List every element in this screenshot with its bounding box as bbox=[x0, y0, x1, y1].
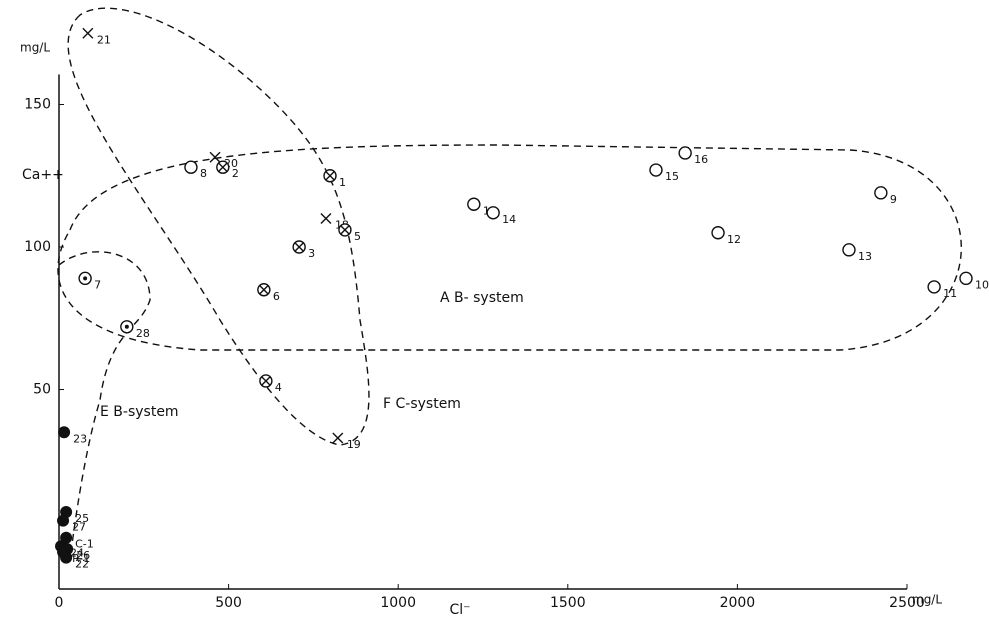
point-label: 24 bbox=[70, 546, 84, 559]
point-label: 12 bbox=[727, 233, 741, 246]
m bbox=[261, 376, 271, 386]
point-label: 9 bbox=[890, 193, 897, 206]
point bbox=[959, 271, 973, 286]
m bbox=[959, 271, 973, 286]
m bbox=[486, 206, 500, 220]
m bbox=[294, 242, 304, 252]
m bbox=[184, 160, 198, 174]
m bbox=[259, 285, 269, 295]
annotation: A B- system bbox=[440, 290, 524, 306]
m bbox=[874, 186, 888, 200]
m bbox=[58, 426, 71, 439]
point bbox=[320, 213, 332, 224]
point bbox=[323, 169, 337, 183]
point-label: 25 bbox=[75, 512, 89, 525]
point bbox=[711, 226, 725, 240]
point bbox=[338, 223, 352, 237]
point-label: 26 bbox=[76, 549, 90, 562]
point bbox=[216, 160, 230, 174]
m bbox=[927, 280, 941, 294]
annotation: F C-system bbox=[383, 396, 461, 412]
point bbox=[57, 514, 70, 527]
point-label: 6 bbox=[273, 290, 280, 303]
m bbox=[711, 226, 725, 240]
point bbox=[257, 283, 271, 297]
point-label: 7 bbox=[94, 278, 101, 291]
point bbox=[78, 271, 92, 286]
point bbox=[259, 374, 273, 388]
point-label: 11 bbox=[943, 287, 957, 300]
point-label: 23 bbox=[73, 432, 87, 445]
point-label: 21 bbox=[97, 33, 111, 46]
point-label: 15 bbox=[665, 170, 679, 183]
x-tick-label: 2000 bbox=[720, 595, 756, 611]
m bbox=[82, 27, 94, 39]
point-label: 13 bbox=[858, 250, 872, 263]
m bbox=[649, 163, 663, 177]
point-label: 4 bbox=[275, 381, 282, 394]
point bbox=[82, 27, 94, 39]
point-label: R-1 bbox=[72, 552, 90, 565]
x-tick-label: 1000 bbox=[380, 595, 416, 611]
point-label: 19 bbox=[347, 438, 361, 451]
point bbox=[874, 186, 888, 200]
y-unit: mg/L bbox=[20, 41, 50, 55]
point bbox=[292, 240, 306, 254]
point-label: 28 bbox=[136, 327, 150, 340]
point-label: 5 bbox=[354, 230, 361, 243]
point bbox=[209, 151, 221, 163]
y-tick-label: 100 bbox=[24, 239, 51, 255]
point bbox=[842, 243, 856, 257]
point-label: 16 bbox=[694, 153, 708, 166]
x-unit: mg/L bbox=[912, 593, 942, 607]
m bbox=[57, 514, 70, 527]
m bbox=[218, 162, 228, 172]
m bbox=[124, 324, 129, 329]
point bbox=[467, 197, 481, 211]
point-label: 2 bbox=[232, 167, 239, 180]
x-tick-label: 2500 bbox=[889, 595, 925, 611]
point-label: 1 bbox=[339, 176, 346, 189]
point-label: 14 bbox=[502, 213, 516, 226]
annotation: E B-system bbox=[100, 404, 179, 420]
point-label: 8 bbox=[200, 167, 207, 180]
x-tick-label: 500 bbox=[215, 595, 242, 611]
point bbox=[332, 432, 344, 444]
m bbox=[209, 151, 221, 163]
point-label: 3 bbox=[308, 247, 315, 260]
y-tick-label: 50 bbox=[33, 382, 51, 398]
enclosure-fc bbox=[67, 7, 370, 446]
point bbox=[58, 426, 71, 439]
m bbox=[83, 276, 88, 281]
m bbox=[678, 146, 692, 160]
point-label: 22 bbox=[75, 558, 89, 571]
m bbox=[325, 171, 335, 181]
point bbox=[60, 551, 73, 564]
point bbox=[184, 160, 198, 174]
point-label: C-1 bbox=[75, 538, 94, 551]
x-tick-label: 0 bbox=[55, 595, 64, 611]
point bbox=[649, 163, 663, 177]
x-tick-label: 1500 bbox=[550, 595, 586, 611]
m bbox=[60, 551, 73, 564]
point bbox=[678, 146, 692, 160]
point-label: 27 bbox=[72, 521, 86, 534]
enclosure-ab bbox=[57, 144, 962, 351]
m bbox=[332, 432, 344, 444]
point bbox=[927, 280, 941, 294]
y-label: Ca++ bbox=[22, 167, 64, 183]
y-tick-label: 150 bbox=[24, 97, 51, 113]
point-label: 10 bbox=[975, 278, 989, 291]
m bbox=[340, 225, 350, 235]
point bbox=[120, 320, 134, 334]
m bbox=[842, 243, 856, 257]
x-label: Cl⁻ bbox=[449, 602, 470, 618]
m bbox=[320, 213, 332, 224]
m bbox=[467, 197, 481, 211]
point bbox=[486, 206, 500, 220]
